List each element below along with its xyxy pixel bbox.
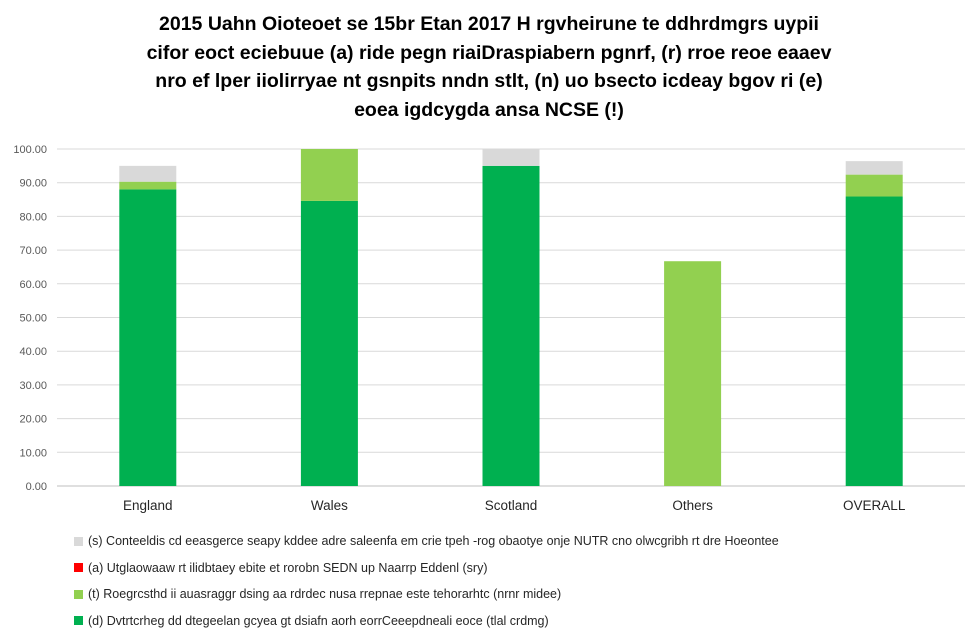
y-tick-label: 0.00: [26, 481, 47, 493]
bar-segment: [300, 149, 358, 201]
y-tick-label: 90.00: [19, 178, 47, 190]
y-tick-label: 40.00: [19, 346, 47, 358]
y-tick-label: 20.00: [19, 414, 47, 426]
y-axis-ticks: 0.00 10.00 20.00 30.00 40.00 50.00 60.00 70.00 8…: [13, 144, 47, 493]
y-tick-label: 70.00: [19, 245, 47, 257]
y-tick-label: 30.00: [19, 380, 47, 392]
x-tick-label: Scotland: [485, 498, 538, 513]
chart-title-line-1: 2015 Uahn Oioteoet se 15br Etan 2017 H r…: [159, 13, 819, 35]
chart-title-line-3: nro ef lper iiolirryae nt gsnpits nndn s…: [155, 70, 823, 92]
y-tick-label: 60.00: [19, 279, 47, 291]
x-tick-label: OVERALL: [843, 498, 906, 513]
bar-segment: [664, 261, 722, 486]
legend-swatch-icon: [74, 536, 83, 546]
chart-title-line-4: eoea igdcygda ansa NCSE (!): [354, 98, 624, 121]
chart-title-line-2: cifor eoct eciebuue (a) ride pegn riaiDr…: [146, 41, 832, 64]
y-tick-label: 100.00: [13, 144, 47, 156]
legend-item: (a) Utglaowaaw rt ilidbtaey ebite et ror…: [74, 555, 779, 582]
legend-label: (t) Roegrcsthd ii auasraggr dsing aa rdr…: [88, 587, 562, 602]
legend-swatch-icon: [74, 563, 83, 573]
x-tick-label: Others: [672, 498, 713, 513]
bar-segment: [845, 196, 903, 486]
x-axis-ticks: England Wales Scotland Others OVERALL: [123, 498, 906, 513]
x-tick-label: England: [123, 498, 173, 513]
y-tick-label: 10.00: [19, 447, 47, 459]
x-tick-label: Wales: [311, 498, 348, 513]
bar-segment: [119, 189, 177, 486]
y-tick-label: 80.00: [19, 211, 47, 223]
chart-title: 2015 Uahn Oioteoet se 15br Etan 2017 H r…: [40, 10, 938, 124]
legend-label: (a) Utglaowaaw rt ilidbtaey ebite et ror…: [88, 560, 488, 575]
bar-segment: [845, 174, 903, 197]
bar-segment: [482, 149, 540, 166]
legend-swatch-icon: [74, 589, 83, 599]
legend-item: (d) Dvtrtcrheg dd dtegeelan gcyea gt dsi…: [74, 608, 779, 635]
legend-swatch-icon: [74, 616, 83, 626]
bars: [119, 149, 903, 486]
bar-segment: [119, 181, 177, 190]
y-tick-label: 50.00: [19, 313, 47, 325]
legend-label: (s) Conteeldis cd eeasgerce seapy kddee …: [88, 534, 779, 549]
bar-segment: [300, 200, 358, 486]
legend-label: (d) Dvtrtcrheg dd dtegeelan gcyea gt dsi…: [88, 613, 549, 628]
bar-segment: [482, 165, 540, 486]
legend-item: (s) Conteeldis cd eeasgerce seapy kddee …: [74, 528, 779, 555]
legend: (s) Conteeldis cd eeasgerce seapy kddee …: [74, 528, 779, 634]
legend-item: (t) Roegrcsthd ii auasraggr dsing aa rdr…: [74, 581, 779, 608]
bar-segment: [119, 165, 177, 182]
bar-segment: [845, 161, 903, 175]
